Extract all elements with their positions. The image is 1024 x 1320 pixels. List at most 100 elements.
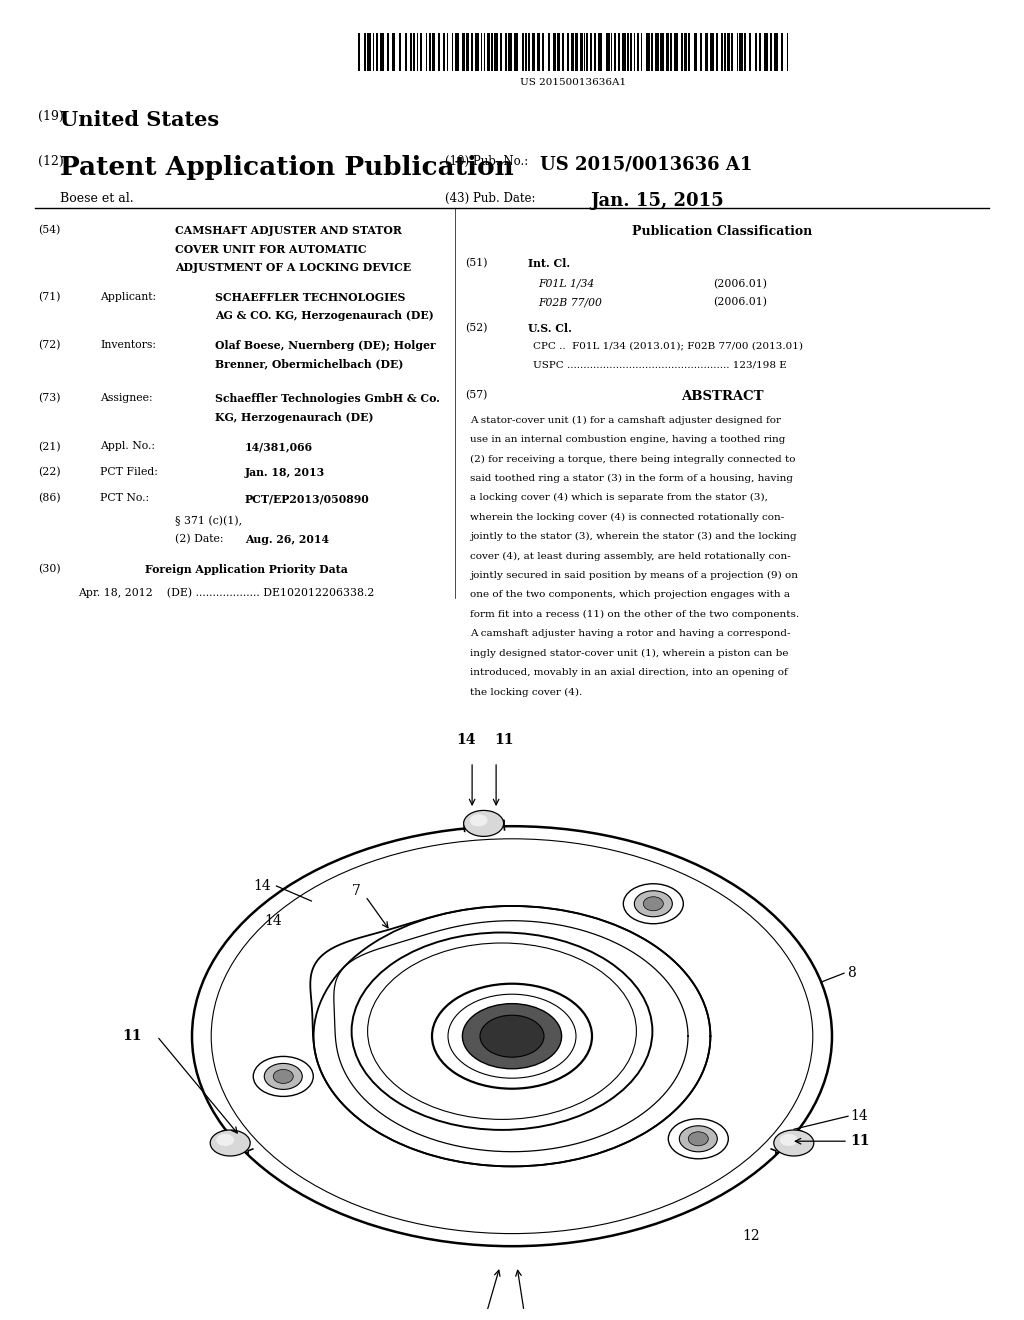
Bar — [380, 33, 384, 71]
Text: said toothed ring a stator (3) in the form of a housing, having: said toothed ring a stator (3) in the fo… — [470, 474, 793, 483]
Bar — [452, 33, 453, 71]
Text: CPC ..  F01L 1/34 (2013.01); F02B 77/00 (2013.01): CPC .. F01L 1/34 (2013.01); F02B 77/00 (… — [534, 342, 803, 351]
Bar — [411, 33, 412, 71]
Bar — [567, 33, 568, 71]
Bar — [764, 33, 768, 71]
Bar — [727, 33, 730, 71]
Text: Patent Application Publication: Patent Application Publication — [60, 154, 514, 180]
Ellipse shape — [624, 884, 683, 924]
Ellipse shape — [780, 1134, 798, 1146]
Ellipse shape — [669, 1119, 728, 1159]
Text: Aug. 26, 2014: Aug. 26, 2014 — [245, 535, 329, 545]
Text: (43) Pub. Date:: (43) Pub. Date: — [445, 191, 536, 205]
Text: Boese et al.: Boese et al. — [60, 191, 133, 205]
Text: Olaf Boese, Nuernberg (DE); Holger: Olaf Boese, Nuernberg (DE); Holger — [215, 339, 436, 351]
Bar — [487, 33, 489, 71]
Text: (22): (22) — [38, 467, 60, 478]
Bar — [617, 33, 620, 71]
Bar — [508, 33, 512, 71]
Text: (2) for receiving a torque, there being integrally connected to: (2) for receiving a torque, there being … — [470, 454, 796, 463]
Text: COVER UNIT FOR AUTOMATIC: COVER UNIT FOR AUTOMATIC — [175, 243, 367, 255]
Ellipse shape — [480, 1015, 544, 1057]
Bar — [606, 33, 609, 71]
Bar — [641, 33, 642, 71]
Text: wherein the locking cover (4) is connected rotationally con-: wherein the locking cover (4) is connect… — [470, 512, 784, 521]
Text: jointly secured in said position by means of a projection (9) on: jointly secured in said position by mean… — [470, 572, 798, 579]
Text: 14/381,066: 14/381,066 — [245, 441, 313, 453]
Bar — [562, 33, 563, 71]
Bar — [571, 33, 573, 71]
Bar — [553, 33, 556, 71]
Text: (73): (73) — [38, 393, 60, 404]
Bar — [480, 33, 482, 71]
Text: the locking cover (4).: the locking cover (4). — [470, 688, 583, 697]
Ellipse shape — [216, 1134, 234, 1146]
Text: 14: 14 — [456, 733, 475, 747]
Ellipse shape — [464, 810, 504, 837]
Text: U.S. Cl.: U.S. Cl. — [528, 323, 571, 334]
Bar — [684, 33, 687, 71]
Text: (2006.01): (2006.01) — [713, 297, 767, 308]
Text: (21): (21) — [38, 441, 60, 451]
Text: (19): (19) — [38, 110, 63, 123]
Bar — [446, 33, 449, 71]
Text: US 20150013636A1: US 20150013636A1 — [520, 78, 627, 87]
Bar — [505, 33, 507, 71]
Bar — [581, 33, 583, 71]
Bar — [610, 33, 612, 71]
Text: Applicant:: Applicant: — [100, 292, 156, 301]
Text: form fit into a recess (11) on the other of the two components.: form fit into a recess (11) on the other… — [470, 610, 799, 619]
Text: 12: 12 — [742, 1229, 760, 1242]
Text: jointly to the stator (3), wherein the stator (3) and the locking: jointly to the stator (3), wherein the s… — [470, 532, 797, 541]
Ellipse shape — [210, 1130, 250, 1156]
Text: 7: 7 — [351, 884, 360, 898]
Text: (86): (86) — [38, 494, 60, 503]
Bar — [681, 33, 683, 71]
Ellipse shape — [463, 1003, 561, 1069]
Text: (72): (72) — [38, 339, 60, 350]
Bar — [584, 33, 585, 71]
Bar — [749, 33, 751, 71]
Bar — [675, 33, 678, 71]
Bar — [637, 33, 639, 71]
Text: § 371 (c)(1),: § 371 (c)(1), — [175, 515, 242, 525]
Text: 8: 8 — [847, 966, 856, 981]
Text: (12): (12) — [38, 154, 63, 168]
Ellipse shape — [634, 891, 673, 917]
Bar — [660, 33, 664, 71]
Ellipse shape — [253, 1056, 313, 1097]
Text: US 2015/0013636 A1: US 2015/0013636 A1 — [540, 154, 753, 173]
Bar — [358, 33, 360, 71]
Bar — [413, 33, 415, 71]
Bar — [466, 33, 469, 71]
Text: ADJUSTMENT OF A LOCKING DEVICE: ADJUSTMENT OF A LOCKING DEVICE — [175, 261, 411, 273]
Ellipse shape — [688, 1131, 709, 1146]
Bar — [786, 33, 788, 71]
Bar — [711, 33, 714, 71]
Bar — [717, 33, 718, 71]
Bar — [622, 33, 626, 71]
Ellipse shape — [273, 1069, 293, 1084]
Text: (10) Pub. No.:: (10) Pub. No.: — [445, 154, 528, 168]
Text: PCT No.:: PCT No.: — [100, 494, 150, 503]
Bar — [586, 33, 588, 71]
Text: Inventors:: Inventors: — [100, 339, 156, 350]
Text: PCT/EP2013/050890: PCT/EP2013/050890 — [245, 494, 370, 504]
Bar — [471, 33, 473, 71]
Ellipse shape — [679, 1126, 717, 1152]
Text: cover (4), at least during assembly, are held rotationally con-: cover (4), at least during assembly, are… — [470, 552, 791, 561]
Text: PCT Filed:: PCT Filed: — [100, 467, 158, 478]
Bar — [759, 33, 762, 71]
Bar — [438, 33, 439, 71]
Text: a locking cover (4) which is separate from the stator (3),: a locking cover (4) which is separate fr… — [470, 494, 768, 503]
Text: (2006.01): (2006.01) — [713, 279, 767, 289]
Bar — [531, 33, 536, 71]
Bar — [392, 33, 395, 71]
Text: (57): (57) — [465, 389, 487, 400]
Bar — [490, 33, 494, 71]
Ellipse shape — [643, 896, 664, 911]
Bar — [744, 33, 746, 71]
Text: A stator-cover unit (1) for a camshaft adjuster designed for: A stator-cover unit (1) for a camshaft a… — [470, 416, 781, 425]
Ellipse shape — [470, 814, 487, 826]
Bar — [724, 33, 726, 71]
